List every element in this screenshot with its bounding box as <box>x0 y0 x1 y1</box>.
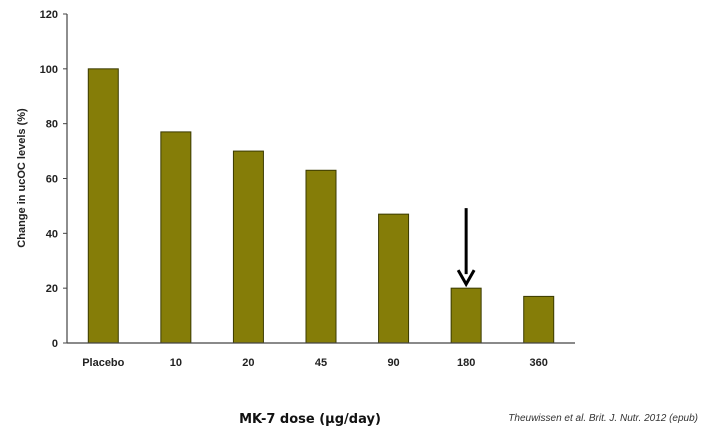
bar-placebo <box>87 68 119 344</box>
citation: Theuwissen et al. Brit. J. Nutr. 2012 (e… <box>508 413 698 424</box>
x-tick-label: 20 <box>242 357 254 369</box>
y-tick-label: 80 <box>46 119 58 131</box>
y-tick-label: 60 <box>46 174 58 186</box>
y-tick-label: 20 <box>46 283 58 295</box>
bar-10 <box>160 131 192 344</box>
bar-20 <box>232 150 264 344</box>
x-tick-label: 90 <box>387 357 399 369</box>
x-tick-label: 45 <box>315 357 327 369</box>
bar-360 <box>523 295 555 344</box>
x-tick-label: 10 <box>170 357 182 369</box>
x-axis-ticks: Placebo 10 20 45 90 180 360 <box>82 357 548 369</box>
y-tick-label: 40 <box>46 228 58 240</box>
x-tick-label: 360 <box>530 357 548 369</box>
x-tick-label: Placebo <box>82 357 124 369</box>
bar-90 <box>378 213 410 344</box>
bars <box>87 68 555 344</box>
y-axis-ticks: 0 20 40 60 80 100 120 <box>40 9 67 350</box>
arrow-head <box>456 269 476 288</box>
arrow-annotation <box>456 208 476 288</box>
bar-45 <box>305 169 337 344</box>
y-tick-label: 0 <box>52 338 58 350</box>
bar-180 <box>450 287 482 344</box>
y-axis-title: Change in ucOC levels (%) <box>16 108 28 248</box>
x-axis-title: MK-7 dose (µg/day) <box>239 412 381 427</box>
x-tick-label: 180 <box>457 357 475 369</box>
y-tick-label: 100 <box>40 64 58 76</box>
y-tick-label: 120 <box>40 9 58 21</box>
